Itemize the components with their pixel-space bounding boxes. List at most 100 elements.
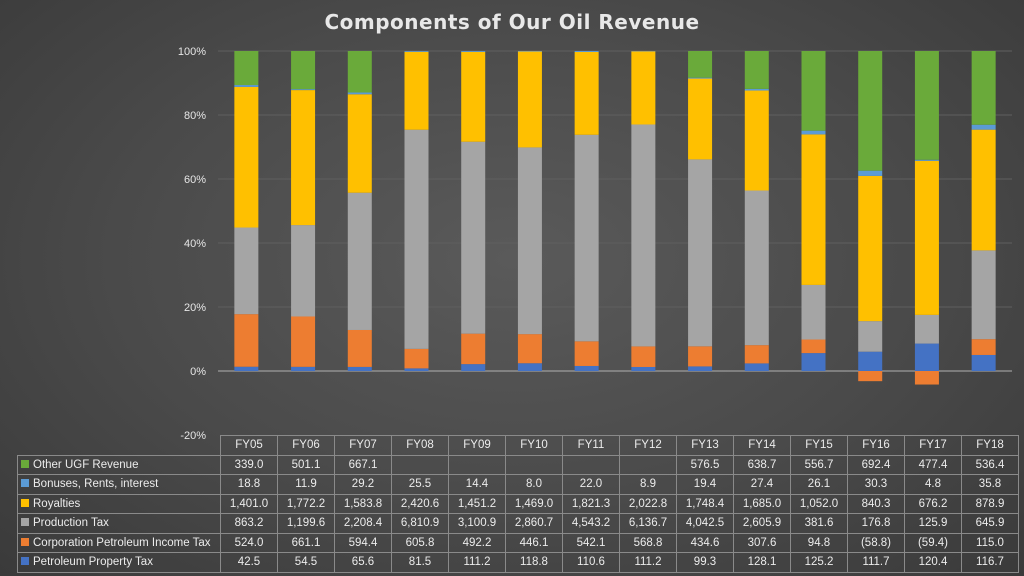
bar-segment	[744, 88, 769, 91]
table-cell: 692.4	[847, 454, 905, 475]
data-table: FY05 FY06 FY07 FY08 FY09 FY10 FY11 FY12 FY13 FY14…	[17, 435, 1019, 573]
table-cell: 1,401.0	[220, 493, 278, 514]
bar-segment	[971, 250, 996, 340]
table-cell: 645.9	[961, 513, 1019, 534]
bar-segment	[347, 51, 372, 93]
table-row: Royalties 1,401.0 1,772.2 1,583.8 2,420.6 1,4…	[17, 493, 1019, 514]
table-cell: 2,420.6	[391, 493, 449, 514]
bar-segment	[801, 284, 826, 340]
table-cell: 863.2	[220, 513, 278, 534]
bar-segment	[347, 192, 372, 330]
bar-segment	[858, 51, 883, 171]
table-cell: 667.1	[334, 454, 392, 475]
bar-segment	[971, 339, 996, 355]
table-cell: 8.0	[505, 474, 563, 495]
table-cell: 542.1	[562, 532, 620, 553]
table-cell: 18.8	[220, 474, 278, 495]
series-name: Production Tax	[33, 517, 109, 530]
bar-segment	[971, 124, 996, 130]
bar-segment	[517, 334, 542, 364]
bar-segment	[744, 90, 769, 191]
y-tick-label: 80%	[184, 110, 206, 122]
y-tick-label: -20%	[180, 430, 206, 440]
table-header-cell: FY07	[334, 435, 392, 456]
bar-segment	[347, 94, 372, 193]
bar-segment	[461, 141, 486, 334]
table-cell: 1,821.3	[562, 493, 620, 514]
table-cell: 128.1	[733, 552, 791, 573]
bar-segment	[234, 51, 259, 86]
bar-segment	[517, 51, 542, 52]
bar-segment	[688, 78, 713, 160]
table-cell: 2,860.7	[505, 513, 563, 534]
table-header-cell: FY14	[733, 435, 791, 456]
table-cell: 605.8	[391, 532, 449, 553]
table-header-cell: FY16	[847, 435, 905, 456]
table-corner	[18, 436, 221, 456]
bar-segment	[291, 90, 316, 226]
bar-segment	[744, 363, 769, 371]
table-cell: 676.2	[904, 493, 962, 514]
table-cell: 446.1	[505, 532, 563, 553]
table-cell: 1,772.2	[277, 493, 335, 514]
bar-segment	[858, 321, 883, 352]
bar-segment	[461, 51, 486, 142]
bar-segment	[461, 333, 486, 365]
bar-segment	[291, 225, 316, 317]
bar-segment	[347, 92, 372, 95]
table-cell: 339.0	[220, 454, 278, 475]
series-name: Royalties	[33, 497, 81, 510]
bar-segment	[801, 353, 826, 371]
y-tick-label: 40%	[184, 238, 206, 250]
table-cell: 536.4	[961, 454, 1019, 475]
table-cell: 118.8	[505, 552, 563, 573]
table-cell: 524.0	[220, 532, 278, 553]
table-cell: 65.6	[334, 552, 392, 573]
bar-segment	[744, 51, 769, 89]
bar-segment	[404, 368, 429, 371]
table-cell	[619, 454, 677, 475]
table-cell: 3,100.9	[448, 513, 506, 534]
table-cell: 556.7	[790, 454, 848, 475]
bar-segment	[291, 51, 316, 90]
table-cell: 1,583.8	[334, 493, 392, 514]
table-cell: 2,022.8	[619, 493, 677, 514]
table-header-cell: FY17	[904, 435, 962, 456]
bar-segment	[971, 354, 996, 371]
table-header-cell: FY15	[790, 435, 848, 456]
table-cell: 26.1	[790, 474, 848, 495]
bar-segment	[858, 351, 883, 371]
bar-segment	[574, 51, 599, 53]
table-header-cell: FY06	[277, 435, 335, 456]
table-row: Production Tax 863.2 1,199.6 2,208.4 6,810.9…	[17, 513, 1019, 534]
table-cell	[391, 454, 449, 475]
table-cell: 1,052.0	[790, 493, 848, 514]
table-cell: 54.5	[277, 552, 335, 573]
table-cell: 6,810.9	[391, 513, 449, 534]
bar-segment	[517, 363, 542, 371]
table-cell: 6,136.7	[619, 513, 677, 534]
table-cell: 1,199.6	[277, 513, 335, 534]
table-cell: 111.2	[448, 552, 506, 573]
table-cell: 638.7	[733, 454, 791, 475]
bar-segment	[744, 345, 769, 364]
table-cell: 4,042.5	[676, 513, 734, 534]
bar-segment	[347, 329, 372, 367]
table-cell: 501.1	[277, 454, 335, 475]
bar-segment	[404, 51, 429, 130]
bar-segment	[517, 147, 542, 335]
table-cell: 42.5	[220, 552, 278, 573]
bar-segment	[404, 348, 429, 369]
table-cell: 840.3	[847, 493, 905, 514]
bar-segment	[914, 51, 939, 160]
bar-segment	[404, 51, 429, 52]
legend-swatch	[21, 557, 29, 566]
table-cell: 1,748.4	[676, 493, 734, 514]
bar-segment	[291, 366, 316, 371]
table-cell: 125.9	[904, 513, 962, 534]
series-legend-label: Royalties	[17, 493, 221, 514]
table-cell: 568.8	[619, 532, 677, 553]
table-cell: 115.0	[961, 532, 1019, 553]
bar-segment	[631, 366, 656, 371]
bar-segment	[461, 364, 486, 371]
